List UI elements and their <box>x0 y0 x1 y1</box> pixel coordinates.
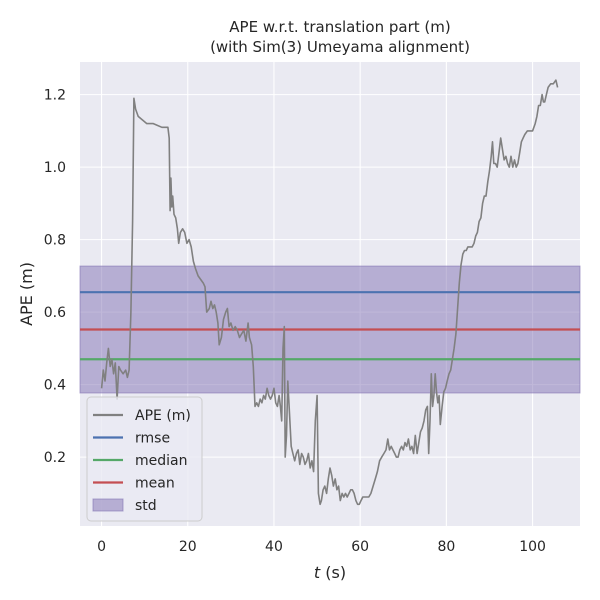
y-tick-label: 1.0 <box>44 160 66 176</box>
x-tick-label: 80 <box>437 539 455 555</box>
legend-swatch-std <box>92 498 124 512</box>
x-axis-label: t (s) <box>314 563 346 582</box>
x-tick-label: 40 <box>265 539 283 555</box>
legend-label-rmse: rmse <box>135 431 170 447</box>
x-ticks: 0 20 40 60 80 100 <box>97 539 546 555</box>
chart-subtitle: (with Sim(3) Umeyama alignment) <box>210 38 470 56</box>
x-tick-label: 20 <box>179 539 197 555</box>
x-tick-label: 100 <box>519 539 546 555</box>
chart-title: APE w.r.t. translation part (m) <box>229 18 450 36</box>
legend-label-mean: mean <box>135 476 175 492</box>
y-tick-label: 0.8 <box>44 233 66 249</box>
y-tick-label: 0.6 <box>44 305 66 321</box>
legend: APE (m) rmse median mean std <box>86 396 203 522</box>
legend-label-std: std <box>135 498 157 514</box>
y-tick-label: 1.2 <box>44 88 66 104</box>
y-tick-label: 0.4 <box>44 378 66 394</box>
y-ticks: 0.2 0.4 0.6 0.8 1.0 1.2 <box>44 88 66 467</box>
legend-label-ape: APE (m) <box>135 408 191 424</box>
x-tick-label: 60 <box>351 539 369 555</box>
legend-label-median: median <box>135 453 187 469</box>
ape-line-layer <box>100 79 559 506</box>
x-tick-label: 0 <box>97 539 106 555</box>
stat-lines-layer <box>80 291 580 361</box>
y-axis-label: APE (m) <box>17 262 36 326</box>
y-tick-label: 0.2 <box>44 450 66 466</box>
legend-box <box>86 396 203 522</box>
ape-series-line <box>100 79 559 506</box>
